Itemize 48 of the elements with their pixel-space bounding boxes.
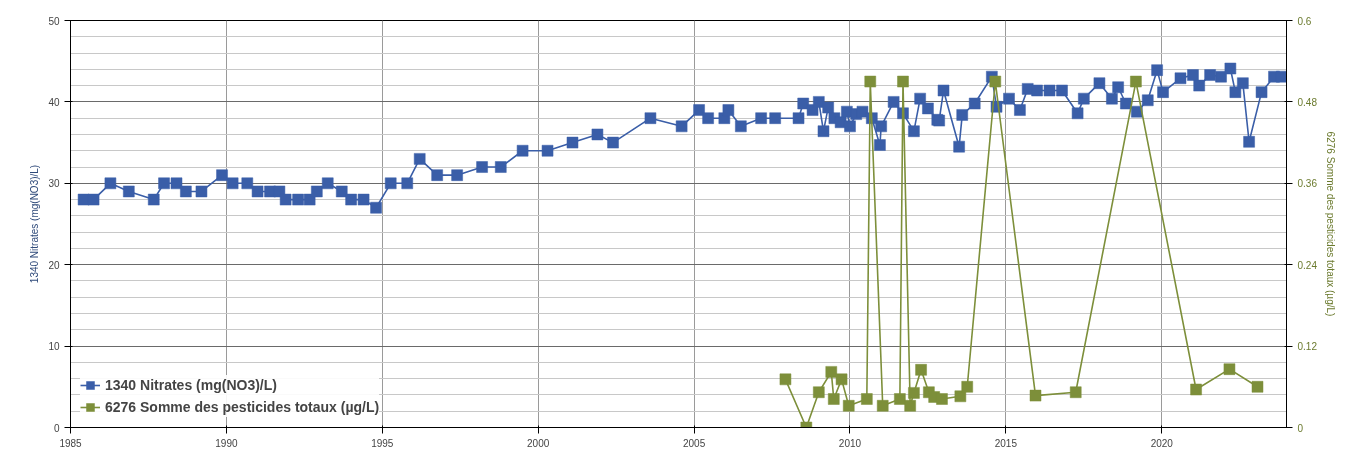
point	[864, 75, 876, 88]
point	[1130, 75, 1142, 88]
point	[876, 400, 889, 412]
point	[1251, 381, 1264, 393]
point	[915, 364, 927, 376]
y2-tick-label: 0.6	[1297, 15, 1312, 27]
point	[936, 393, 948, 405]
y-tick-label: 20	[48, 259, 60, 271]
point	[1029, 389, 1042, 402]
y-tick-label: 10	[48, 341, 60, 353]
x-tick-label: 1990	[215, 437, 238, 449]
point	[961, 381, 973, 393]
y-tick-label: 0	[53, 422, 60, 434]
point	[894, 393, 906, 405]
y-tick-label: 30	[48, 178, 60, 190]
point	[825, 366, 838, 378]
legend-label: 6276 Somme des pesticides totaux (µg/L)	[105, 399, 380, 415]
point	[1190, 383, 1202, 396]
x-tick-label: 2005	[682, 437, 706, 449]
point	[904, 400, 916, 412]
point	[779, 373, 792, 386]
y2-tick-label: 0.36	[1297, 178, 1318, 190]
point	[897, 75, 909, 88]
y-tick-label: 50	[48, 15, 60, 27]
x-tick-label: 2015	[994, 437, 1018, 449]
point	[954, 390, 967, 403]
x-tick-label: 1985	[59, 437, 83, 449]
point	[1069, 386, 1082, 398]
point	[989, 75, 1002, 88]
y2-tick-label: 0.24	[1297, 259, 1318, 271]
point	[842, 400, 855, 412]
y2-tick-label: 0.48	[1297, 96, 1318, 108]
x-tick-label: 2020	[1150, 437, 1174, 449]
y-axis-title: 1340 Nitrates (mg(NO3)/L)	[29, 164, 41, 284]
point	[861, 393, 873, 405]
x-tick-label: 1995	[371, 437, 394, 449]
y-tick-label: 40	[48, 96, 60, 108]
x-tick-label: 2000	[527, 437, 550, 449]
point	[835, 373, 848, 386]
legend-label: 1340 Nitrates (mg(NO3)/L)	[105, 377, 277, 393]
point	[813, 386, 825, 398]
point	[908, 387, 920, 399]
y2-tick-label: 0.12	[1297, 341, 1318, 353]
y2-tick-label: 0	[1297, 422, 1304, 434]
point	[1223, 363, 1236, 375]
x-tick-label: 2010	[838, 437, 862, 449]
y2-axis-title: 6276 Somme des pesticides totaux (µg/L)	[1324, 131, 1336, 317]
point	[828, 393, 840, 405]
